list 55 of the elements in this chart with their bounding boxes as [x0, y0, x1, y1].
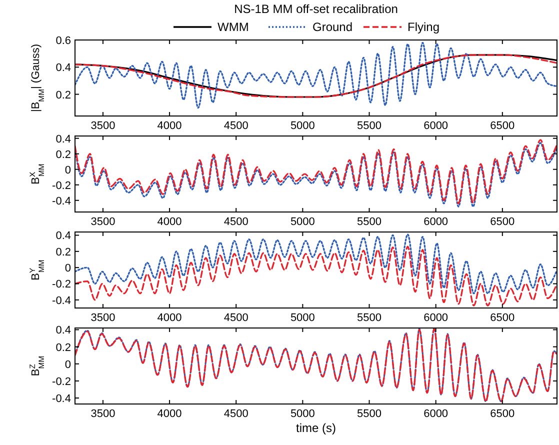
x-tick-label: 3500 [90, 312, 116, 324]
x-tick-label: 5500 [357, 216, 382, 228]
y-tick-label: 0.2 [56, 89, 71, 102]
x-tick-label: 4000 [157, 312, 182, 324]
x-tick-label: 4000 [157, 408, 182, 420]
y-tick-label: -0.2 [52, 180, 71, 192]
x-tick-label: 5500 [357, 312, 382, 324]
line-series [75, 234, 557, 294]
x-axis-title: time (s) [296, 421, 336, 435]
x-tick-label: 4500 [224, 408, 248, 420]
y-tick-label: -0.2 [52, 278, 71, 291]
y-tick-label: 0.4 [56, 230, 71, 242]
y-tick-label: 0 [64, 262, 71, 275]
y-tick-label: -0.2 [52, 376, 71, 388]
legend-label: Ground [312, 20, 353, 34]
legend-label: WMM [218, 20, 249, 34]
y-tick-label: 0.2 [56, 246, 71, 258]
line-series [75, 328, 557, 402]
x-tick-label: 5500 [357, 408, 382, 420]
x-tick-label: 6000 [424, 120, 448, 132]
y-tick-label: 0.4 [56, 133, 71, 146]
x-tick-label: 4500 [224, 120, 248, 132]
x-tick-label: 6500 [490, 312, 515, 324]
x-tick-label: 5000 [290, 216, 315, 228]
x-tick-label: 3500 [90, 408, 116, 420]
y-tick-label: 0.6 [56, 35, 71, 47]
x-tick-label: 4500 [224, 312, 248, 324]
x-tick-label: 6000 [424, 408, 448, 420]
x-tick-label: 6500 [490, 408, 515, 420]
x-tick-label: 6000 [424, 216, 448, 228]
legend-label: Flying [408, 20, 440, 34]
chart-title: NS-1B MM off-set recalibration [234, 2, 398, 16]
y-tick-label: 0.2 [56, 148, 71, 161]
x-tick-label: 5000 [290, 408, 315, 420]
x-tick-label: 6500 [490, 216, 515, 228]
y-tick-label: 0.4 [56, 324, 71, 337]
line-series [75, 246, 557, 306]
x-tick-label: 3500 [90, 120, 116, 132]
y-tick-label: 0 [64, 164, 71, 176]
x-tick-label: 5000 [290, 312, 315, 324]
y-tick-label: -0.4 [52, 294, 71, 307]
line-series [75, 42, 557, 109]
x-tick-label: 5000 [290, 120, 315, 132]
x-tick-label: 3500 [90, 216, 116, 228]
y-tick-label: 0.2 [56, 342, 71, 354]
y-tick-label: 0 [64, 358, 71, 371]
x-tick-label: 4000 [157, 216, 182, 228]
y-tick-label: -0.4 [52, 393, 71, 406]
x-tick-label: 4500 [224, 216, 248, 228]
x-tick-label: 6500 [490, 120, 515, 132]
x-tick-label: 6000 [424, 312, 448, 324]
y-tick-label: 0.4 [56, 62, 71, 74]
y-tick-label: -0.4 [52, 195, 71, 208]
x-tick-label: 5500 [357, 120, 382, 132]
x-tick-label: 4000 [157, 120, 182, 132]
